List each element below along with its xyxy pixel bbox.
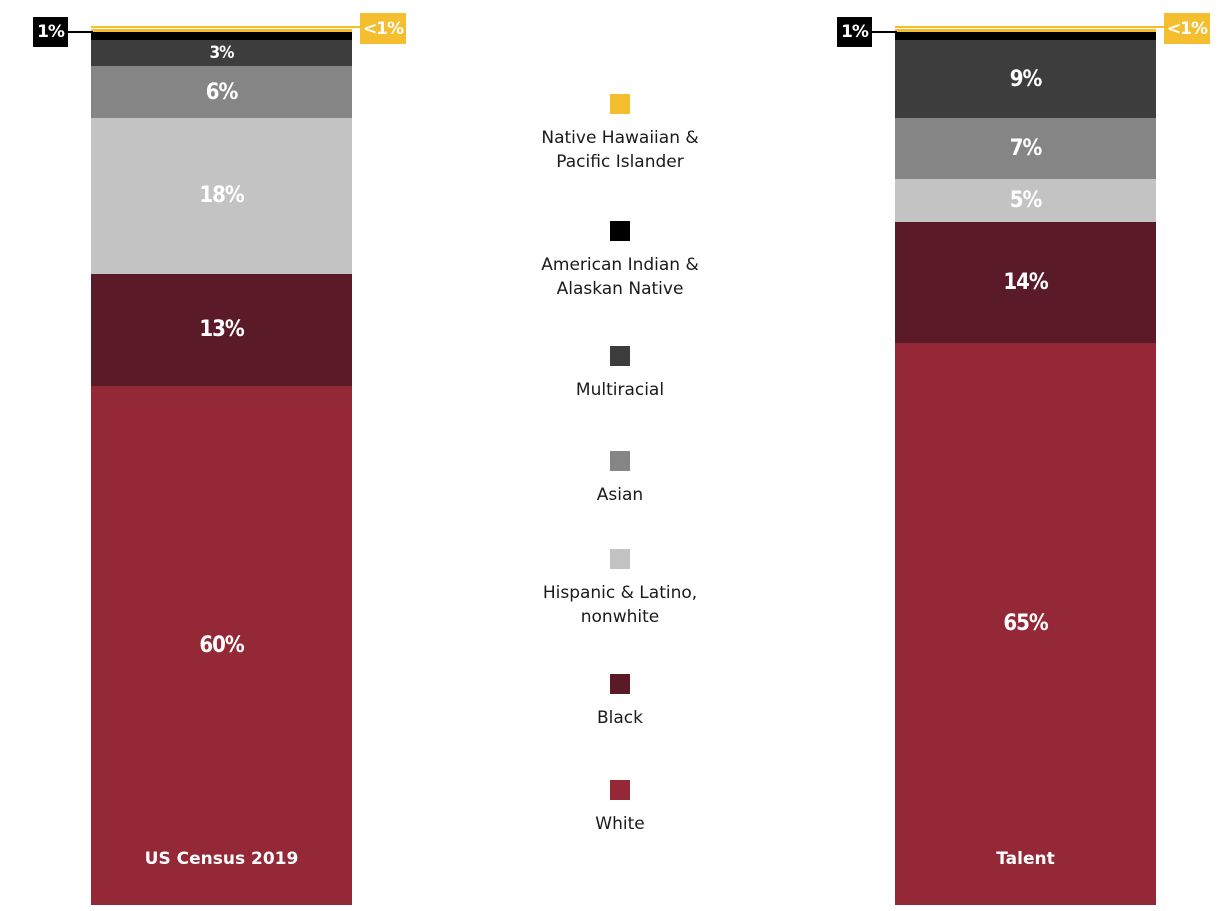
data-label: 6% (205, 79, 239, 105)
data-label: 7% (1009, 135, 1043, 161)
bar-segment (91, 31, 352, 41)
legend-swatch (610, 346, 630, 366)
legend-swatch (610, 451, 630, 471)
data-label: 18% (199, 183, 244, 209)
callout-leader-line (872, 31, 897, 33)
bar-segment: 13% (91, 273, 352, 387)
legend-label: Black (597, 708, 643, 728)
legend-label: American Indian & Alaskan Native (541, 255, 699, 299)
legend-swatch (610, 94, 630, 114)
data-label: 60% (199, 633, 244, 659)
bar-segment: 9% (895, 40, 1156, 119)
legend-item: Hispanic & Latino, nonwhite (480, 549, 760, 629)
bar-segment: 60% (91, 386, 352, 905)
data-label: 14% (1003, 269, 1048, 295)
bar-segment (895, 29, 1156, 32)
bar-segment: 18% (91, 118, 352, 274)
legend-label: Native Hawaiian & Pacific Islander (541, 128, 699, 172)
legend-label: Asian (596, 485, 644, 505)
bar-segment (91, 29, 352, 32)
legend-swatch (610, 221, 630, 241)
data-label: 13% (199, 317, 244, 343)
data-label-callout: <1% (1164, 13, 1210, 44)
legend-item: Native Hawaiian & Pacific Islander (480, 94, 760, 174)
data-label: 9% (1009, 66, 1043, 92)
data-label: 5% (1009, 187, 1043, 213)
legend-swatch (610, 549, 630, 569)
legend-item: White (480, 780, 760, 836)
data-label-callout: <1% (360, 13, 406, 44)
callout-leader-line (91, 26, 360, 28)
data-label: 65% (1003, 611, 1048, 637)
bar-segment: 6% (91, 66, 352, 119)
bar-segment: 3% (91, 40, 352, 67)
bar-column-1: 9% 7% 5% 14% 65% Talent (895, 29, 1156, 905)
legend-item: Multiracial (480, 346, 760, 402)
data-label-callout: 1% (33, 17, 68, 47)
legend-swatch (610, 780, 630, 800)
bar-segment: 7% (895, 118, 1156, 179)
legend-label: Multiracial (575, 380, 665, 400)
bar-segment (895, 31, 1156, 41)
data-label-callout: 1% (837, 17, 872, 47)
legend-swatch (610, 674, 630, 694)
bar-column-0: 3% 6% 18% 13% 60% US Census 2019 (91, 29, 352, 905)
callout-leader-line (68, 31, 93, 33)
legend-item: Asian (480, 451, 760, 507)
category-label: US Census 2019 (144, 849, 299, 869)
bar-segment: 14% (895, 221, 1156, 343)
legend-item: American Indian & Alaskan Native (480, 221, 760, 301)
data-label: 3% (209, 43, 235, 64)
bar-segment: 5% (895, 178, 1156, 222)
legend-label: Hispanic & Latino, nonwhite (542, 583, 698, 627)
category-label: Talent (996, 849, 1055, 869)
legend-item: Black (480, 674, 760, 730)
legend-label: White (595, 814, 645, 834)
callout-leader-line (895, 26, 1164, 28)
bar-segment: 65% (895, 342, 1156, 905)
